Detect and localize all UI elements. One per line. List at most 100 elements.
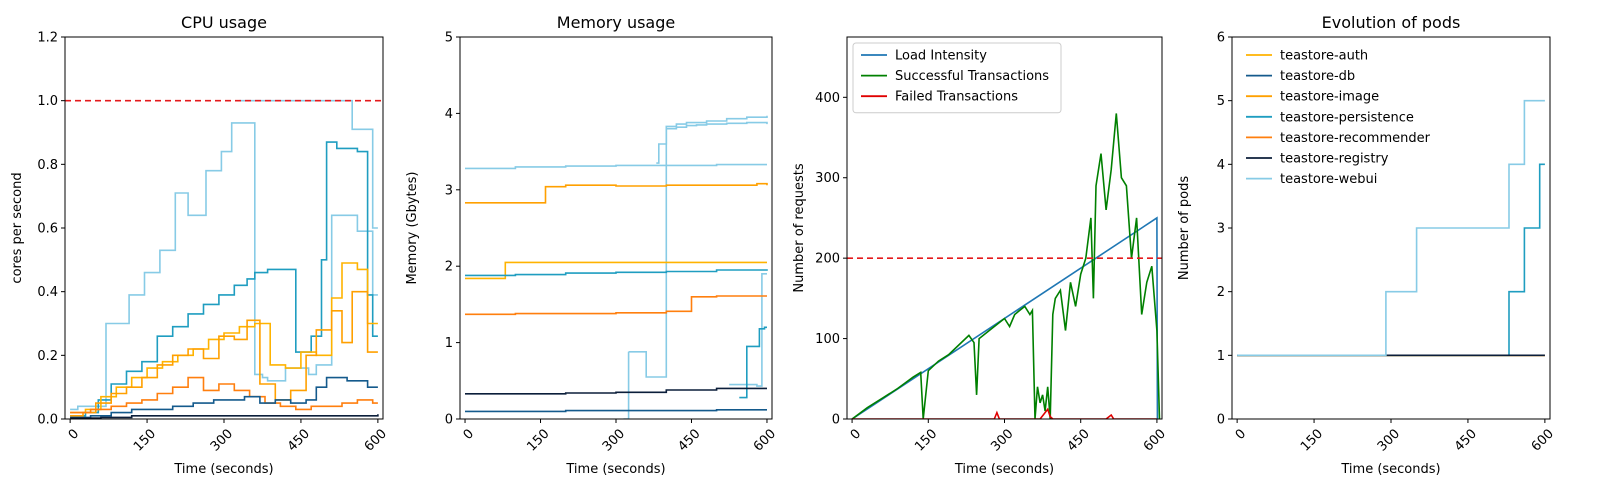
y-tick-label: 0.0 — [37, 413, 58, 428]
legend-item-label: teastore-webui — [1280, 172, 1377, 187]
x-axis-label: Time (seconds) — [1340, 462, 1440, 477]
y-tick-label: 0.8 — [37, 158, 58, 173]
x-tick-label: 150 — [131, 426, 159, 454]
y-tick-label: 0.4 — [37, 285, 58, 300]
y-axis-label: Number of requests — [792, 163, 807, 292]
x-tick-label: 600 — [362, 426, 390, 454]
y-tick-label: 4 — [1217, 158, 1225, 173]
x-tick-label: 300 — [600, 426, 628, 454]
series-line-8 — [739, 326, 767, 399]
x-tick-label: 600 — [751, 426, 779, 454]
x-tick-label: 150 — [912, 426, 940, 454]
chart-panel-2: 0 100 200 300 400 0 150 300 450 600 Time (seconds)… — [792, 36, 1169, 477]
y-tick-label: 100 — [815, 332, 840, 347]
series-line-6 — [70, 376, 378, 419]
series-line-2 — [656, 121, 768, 164]
x-tick-label: 150 — [1298, 426, 1326, 454]
y-tick-label: 0 — [445, 413, 453, 428]
legend-item-label: teastore-db — [1280, 69, 1355, 84]
series-line-1 — [851, 113, 1161, 419]
y-tick-label: 400 — [815, 91, 840, 106]
series-line-6 — [465, 261, 767, 280]
y-tick-label: 1.0 — [37, 94, 58, 109]
x-tick-label: 300 — [1375, 426, 1403, 454]
x-tick-label: 0 — [848, 426, 864, 442]
x-tick-label: 300 — [988, 426, 1016, 454]
y-tick-label: 0.6 — [37, 222, 58, 237]
series-line-4 — [729, 273, 767, 387]
legend-item-label: teastore-recommender — [1280, 131, 1431, 146]
series-line-11 — [465, 409, 767, 413]
series-line-3 — [623, 351, 630, 419]
plot-frame — [459, 36, 773, 420]
x-axis-label: Time (seconds) — [565, 462, 665, 477]
x-tick-label: 150 — [524, 426, 552, 454]
legend-item-label: teastore-image — [1280, 90, 1379, 105]
series-line-0 — [70, 122, 378, 411]
series-line-5 — [465, 182, 768, 204]
x-tick-label: 600 — [1529, 426, 1557, 454]
legend-item-label: teastore-persistence — [1280, 110, 1414, 125]
y-tick-label: 5 — [445, 31, 453, 46]
y-tick-label: 4 — [445, 107, 453, 122]
series-group — [851, 113, 1161, 419]
y-tick-label: 1.2 — [37, 31, 58, 46]
y-tick-label: 200 — [815, 252, 840, 267]
y-axis-label: Memory (Gbytes) — [405, 171, 420, 284]
series-line-10 — [465, 387, 767, 395]
y-axis-label: Number of pods — [1177, 176, 1192, 280]
y-tick-label: 3 — [445, 183, 453, 198]
plot-frame — [64, 36, 384, 420]
x-tick-label: 600 — [1141, 426, 1169, 454]
series-line-7 — [70, 414, 379, 419]
series-line-7 — [465, 269, 768, 277]
y-tick-label: 2 — [1217, 285, 1225, 300]
y-tick-label: 6 — [1217, 31, 1225, 46]
legend-item-label: teastore-auth — [1280, 49, 1368, 64]
legend-frame — [852, 42, 1062, 114]
x-axis-label: Time (seconds) — [173, 462, 273, 477]
series-line-2 — [852, 407, 1157, 419]
x-tick-label: 450 — [1452, 426, 1480, 454]
y-tick-label: 0.2 — [37, 349, 58, 364]
y-tick-label: 2 — [445, 260, 453, 275]
x-tick-label: 0 — [66, 426, 82, 442]
x-tick-label: 0 — [1233, 426, 1249, 442]
series-line-9 — [465, 295, 767, 316]
x-tick-label: 0 — [461, 426, 477, 442]
legend-item-label: Successful Transactions — [895, 69, 1049, 84]
y-tick-label: 1 — [445, 336, 453, 351]
y-tick-label: 300 — [815, 171, 840, 186]
y-tick-label: 1 — [1217, 349, 1225, 364]
x-tick-label: 450 — [675, 426, 703, 454]
x-tick-label: 300 — [208, 426, 236, 454]
series-line-4 — [70, 290, 378, 417]
chart-title: Evolution of pods — [1322, 13, 1461, 32]
x-axis-label: Time (seconds) — [954, 462, 1054, 477]
y-tick-label: 0 — [832, 413, 840, 428]
series-line-5 — [70, 376, 378, 414]
series-line-3 — [1237, 163, 1545, 357]
series-group — [465, 115, 768, 419]
series-line-1 — [239, 99, 378, 229]
x-tick-label: 450 — [285, 426, 313, 454]
x-tick-label: 450 — [1065, 426, 1093, 454]
chart-title: Memory usage — [557, 13, 675, 32]
series-line-0 — [465, 163, 767, 170]
y-axis-label: cores per second — [10, 172, 25, 283]
series-line-1 — [628, 115, 768, 378]
legend-item-label: Failed Transactions — [895, 90, 1018, 105]
series-line-2 — [70, 141, 378, 417]
y-tick-label: 5 — [1217, 94, 1225, 109]
chart-title: CPU usage — [181, 13, 267, 32]
chart-panel-3: Evolution of pods 0 1 2 3 4 5 6 0 150 300 450 600 Tim… — [1177, 13, 1557, 477]
y-tick-label: 0 — [1217, 413, 1225, 428]
y-tick-label: 3 — [1217, 222, 1225, 237]
series-group — [70, 99, 379, 419]
chart-panel-0: CPU usage 0.0 0.2 0.4 0.6 0.8 1.0 1.2 0 150 300 450… — [10, 13, 390, 477]
series-line-6 — [1237, 99, 1545, 357]
legend-item-label: Load Intensity — [895, 49, 987, 64]
